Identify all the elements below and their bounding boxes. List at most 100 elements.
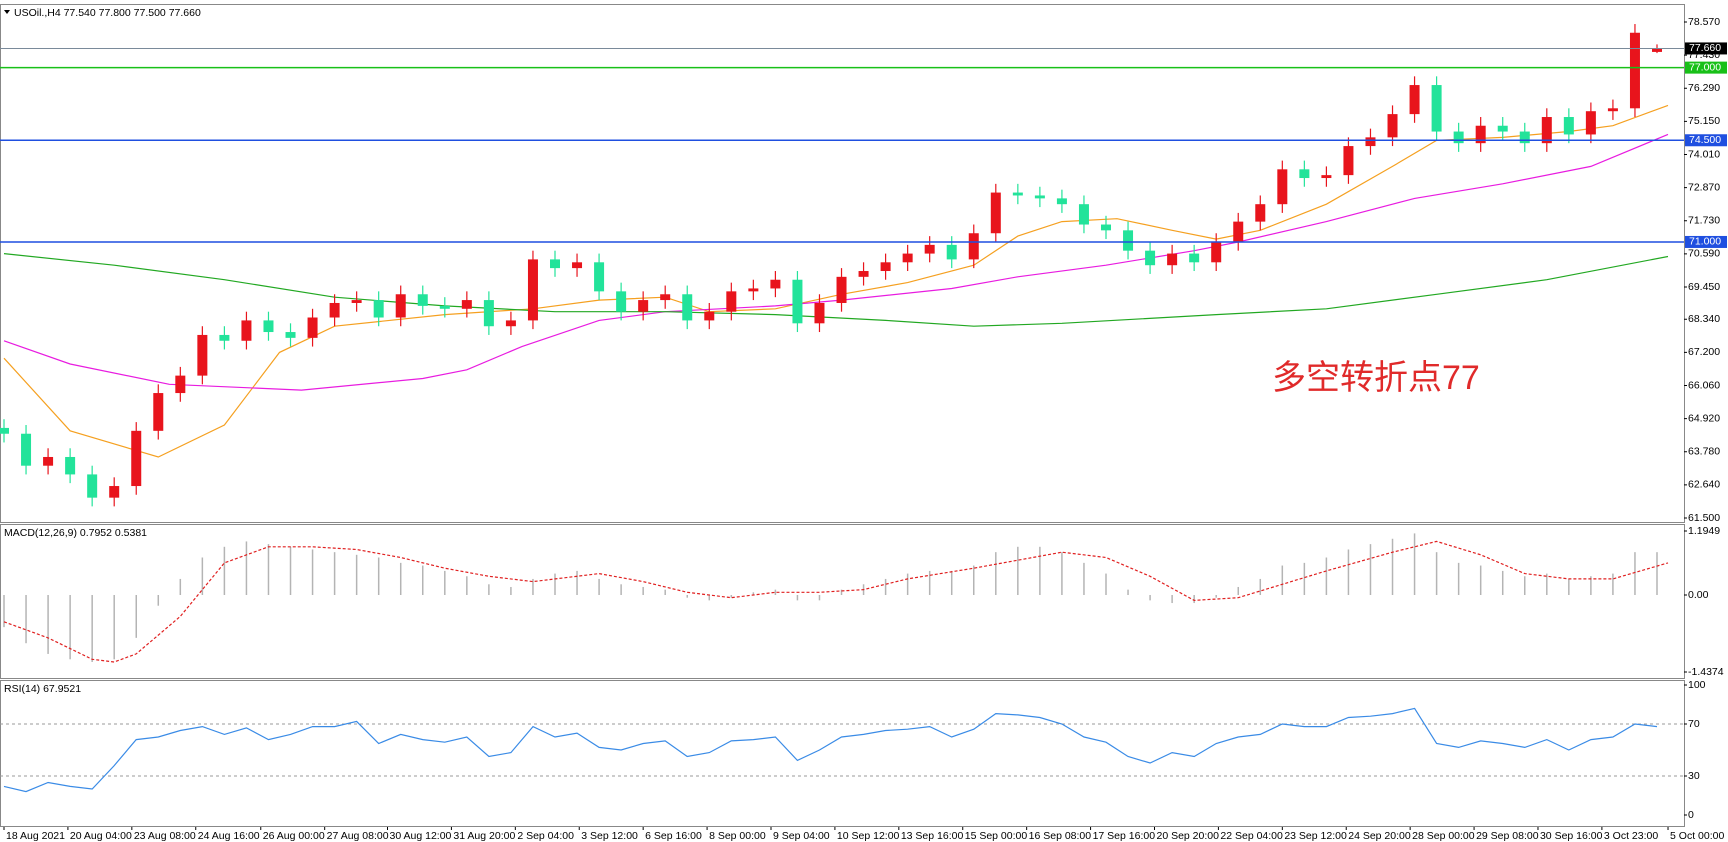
candle-body bbox=[638, 300, 649, 312]
candle-body bbox=[1365, 137, 1376, 147]
candle-body bbox=[109, 486, 120, 498]
x-tick-label: 8 Sep 00:00 bbox=[709, 830, 766, 842]
level-label: 77.000 bbox=[1689, 61, 1721, 73]
level-label-box bbox=[1685, 134, 1727, 147]
candle-body bbox=[373, 300, 384, 318]
y-tick-label: 1.1949 bbox=[1688, 525, 1720, 537]
candle-body bbox=[1475, 125, 1486, 144]
candle-body bbox=[197, 334, 208, 376]
candle-body bbox=[1652, 48, 1662, 52]
y-tick-label: 69.450 bbox=[1688, 281, 1720, 293]
candle-body bbox=[792, 279, 803, 324]
candle-body bbox=[902, 253, 913, 263]
x-tick-label: 13 Sep 16:00 bbox=[901, 830, 964, 842]
x-tick-label: 3 Sep 12:00 bbox=[581, 830, 638, 842]
candle-body bbox=[307, 317, 318, 338]
candle-body bbox=[550, 259, 560, 269]
annotation: 多空转折点77 bbox=[1272, 359, 1480, 397]
y-tick-label: 75.150 bbox=[1688, 115, 1720, 127]
x-tick-label: 16 Sep 08:00 bbox=[1029, 830, 1092, 842]
candle-body bbox=[1012, 192, 1023, 196]
candle-body bbox=[1321, 175, 1332, 179]
y-tick-label: 74.010 bbox=[1688, 148, 1720, 160]
candle-body bbox=[483, 300, 494, 327]
candle-body bbox=[704, 311, 715, 321]
candle-body bbox=[329, 302, 340, 318]
chart-title: USOil.,H4 77.540 77.800 77.500 77.660 bbox=[14, 7, 201, 19]
x-tick-label: 10 Sep 12:00 bbox=[837, 830, 900, 842]
macd-panel-frame bbox=[0, 524, 1685, 679]
x-tick-label: 15 Sep 00:00 bbox=[965, 830, 1028, 842]
x-tick-label: 18 Aug 2021 bbox=[6, 830, 65, 842]
candle-body bbox=[285, 332, 296, 338]
rsi-line bbox=[3, 707, 1658, 793]
candle-body bbox=[1629, 32, 1640, 109]
candle-body bbox=[836, 276, 847, 303]
candle-body bbox=[395, 294, 406, 318]
candle-body bbox=[1255, 204, 1266, 222]
candle-body bbox=[946, 244, 957, 260]
collapse-triangle bbox=[4, 10, 10, 14]
candle-body bbox=[1585, 111, 1596, 135]
y-tick-label: 0.00 bbox=[1688, 589, 1709, 601]
candle-body bbox=[858, 271, 869, 277]
candle-body bbox=[1123, 230, 1134, 251]
candle-body bbox=[1056, 198, 1067, 205]
candle-body bbox=[660, 294, 671, 301]
x-tick-label: 31 Aug 20:00 bbox=[453, 830, 515, 842]
y-tick-label: 70.590 bbox=[1688, 248, 1720, 260]
candle-body bbox=[65, 456, 76, 475]
x-tick-label: 3 Oct 23:00 bbox=[1604, 830, 1658, 842]
x-tick-label: 27 Aug 08:00 bbox=[327, 830, 389, 842]
candle-body bbox=[1409, 85, 1420, 115]
x-tick-label: 5 Oct 00:00 bbox=[1670, 830, 1724, 842]
x-tick-label: 29 Sep 08:00 bbox=[1476, 830, 1539, 842]
candle-body bbox=[351, 300, 362, 303]
current-price-box bbox=[1685, 42, 1727, 55]
candle-body bbox=[1101, 224, 1111, 231]
candle-body bbox=[572, 262, 583, 269]
y-tick-label: 66.060 bbox=[1688, 379, 1720, 391]
candle-body bbox=[153, 393, 164, 431]
moving-average bbox=[3, 104, 1669, 458]
current-price-label: 77.660 bbox=[1689, 42, 1721, 54]
candle-body bbox=[616, 291, 627, 312]
candle-body bbox=[880, 262, 891, 272]
candle-body bbox=[1189, 253, 1200, 263]
candle-body bbox=[1343, 146, 1354, 176]
y-tick-label: 76.290 bbox=[1688, 82, 1720, 94]
x-tick-label: 6 Sep 16:00 bbox=[645, 830, 702, 842]
candle-body bbox=[1299, 169, 1310, 179]
y-tick-label: 63.780 bbox=[1688, 446, 1720, 458]
candle-body bbox=[175, 375, 186, 394]
y-tick-label: 62.640 bbox=[1688, 479, 1720, 491]
candle-body bbox=[1211, 241, 1222, 263]
x-tick-label: 20 Aug 04:00 bbox=[70, 830, 132, 842]
rsi-title: RSI(14) 67.9521 bbox=[4, 683, 81, 695]
level-label: 74.500 bbox=[1689, 134, 1721, 146]
candle-body bbox=[1563, 117, 1574, 135]
candle-body bbox=[417, 294, 428, 306]
x-tick-label: 24 Aug 16:00 bbox=[198, 830, 260, 842]
moving-average bbox=[3, 133, 1669, 391]
candle-body bbox=[594, 262, 605, 292]
y-tick-label: 100 bbox=[1688, 679, 1706, 691]
candle-body bbox=[1607, 108, 1618, 112]
candle-body bbox=[1034, 195, 1045, 199]
x-tick-label: 30 Aug 12:00 bbox=[389, 830, 451, 842]
candle-body bbox=[0, 427, 9, 434]
candle-body bbox=[1078, 204, 1089, 225]
y-tick-label: 67.200 bbox=[1688, 346, 1720, 358]
x-tick-label: 22 Sep 04:00 bbox=[1220, 830, 1283, 842]
candle-body bbox=[924, 244, 935, 254]
candle-body bbox=[770, 279, 781, 289]
candle-body bbox=[505, 320, 516, 327]
candle-body bbox=[219, 334, 230, 341]
macd-signal bbox=[3, 540, 1669, 663]
candle-body bbox=[1233, 221, 1244, 242]
candle-body bbox=[527, 259, 538, 321]
x-tick-label: 30 Sep 16:00 bbox=[1540, 830, 1603, 842]
y-tick-label: 0 bbox=[1688, 809, 1694, 821]
x-tick-label: 26 Aug 00:00 bbox=[263, 830, 325, 842]
